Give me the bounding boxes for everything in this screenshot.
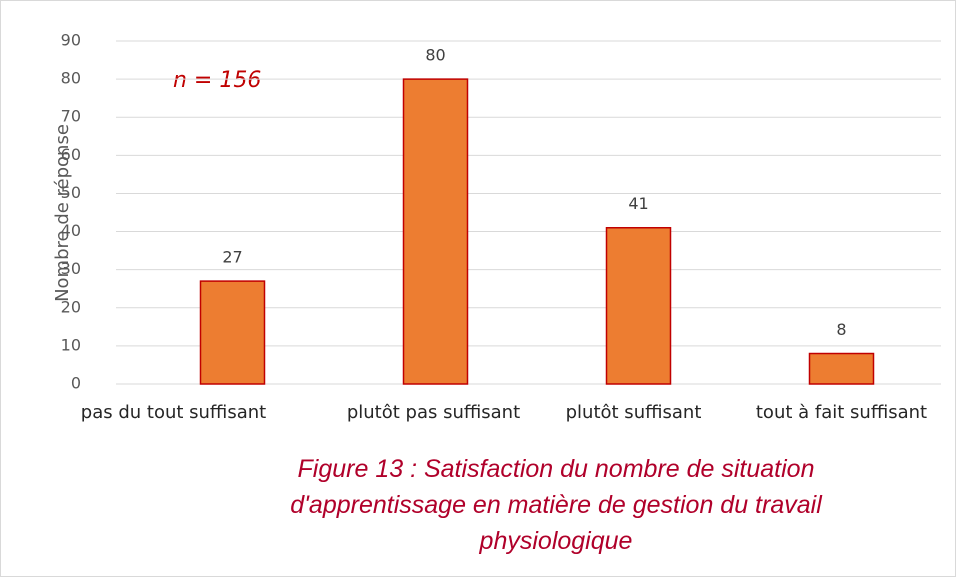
x-tick-label: tout à fait suffisant: [756, 402, 927, 423]
y-tick-label: 40: [61, 221, 81, 240]
bar: [199, 280, 266, 385]
data-label: 41: [628, 194, 648, 213]
annotation: n = 156: [173, 68, 261, 93]
data-label: 8: [836, 320, 846, 339]
bar: [605, 226, 672, 385]
y-tick-label: 20: [61, 297, 81, 316]
y-tick-label: 80: [61, 69, 81, 88]
y-tick-label: 90: [61, 31, 81, 50]
y-tick-label: 0: [71, 374, 81, 393]
data-label: 27: [222, 248, 242, 267]
x-tick-label: pas du tout suffisant: [81, 402, 266, 423]
y-tick-label: 50: [61, 183, 81, 202]
x-tick-label: plutôt suffisant: [566, 402, 702, 423]
y-axis-label: Nombre de réponse: [52, 124, 73, 302]
y-tick-label: 30: [61, 259, 81, 278]
caption: Figure 13 : Satisfaction du nombre de si…: [290, 455, 822, 555]
bar: [808, 352, 875, 385]
chart: Nombre de réponse n = 156 0 10 20 30 40 50 60 7…: [52, 31, 941, 423]
x-tick-label: plutôt pas suffisant: [347, 402, 520, 423]
y-tick-label: 10: [61, 335, 81, 354]
data-label: 80: [425, 46, 445, 65]
bar: [402, 78, 469, 385]
y-tick-label: 60: [61, 145, 81, 164]
y-tick-label: 70: [61, 107, 81, 126]
